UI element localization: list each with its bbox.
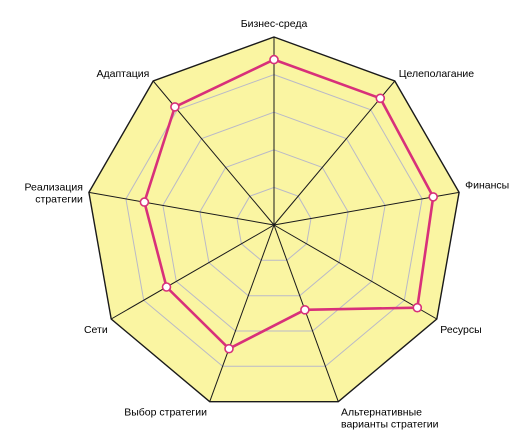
axis-spoke	[88, 191, 275, 226]
grid-ring	[125, 74, 423, 367]
data-point	[412, 302, 423, 313]
axis-labels: Бизнес-среда Целеполагание Финансы Ресурсы А…	[24, 18, 509, 431]
axis-label-line: стратегии	[35, 193, 83, 205]
axis-label-line: Ресурсы	[440, 324, 481, 336]
axis-label: Альтернативные варианты стратегии	[341, 407, 439, 431]
data-point	[161, 282, 172, 292]
axis-label-line: Целеполагание	[399, 68, 475, 80]
axis-label-line: варианты стратегии	[341, 419, 439, 431]
grid-ring	[162, 111, 386, 332]
axis-label: Ресурсы	[440, 324, 481, 336]
data-point	[428, 192, 439, 202]
axis-label: Реализация стратегии	[24, 181, 83, 205]
axis-label: Финансы	[465, 179, 509, 191]
data-point	[269, 54, 279, 65]
axis-label-line: Бизнес-среда	[241, 18, 308, 30]
series-line	[143, 58, 435, 351]
data-point	[300, 304, 310, 315]
data-point	[139, 197, 150, 207]
axis-label-line: Сети	[84, 324, 108, 336]
axis-spoke	[273, 191, 460, 226]
data-point	[375, 93, 386, 104]
axis-label: Сети	[84, 324, 108, 336]
axis-label: Адаптация	[97, 68, 150, 80]
axis-spoke	[110, 224, 275, 320]
data-point	[170, 102, 180, 112]
axis-label-line: Реализация	[24, 181, 82, 193]
axis-label: Выбор стратегии	[124, 407, 207, 419]
axis-label-line: Альтернативные	[341, 407, 422, 419]
grid-ring	[236, 186, 312, 261]
axis-label: Бизнес-среда	[241, 18, 308, 30]
radar-grid	[125, 74, 423, 367]
axis-label: Целеполагание	[399, 68, 475, 80]
axis-label-line: Адаптация	[97, 68, 150, 80]
grid-ring	[199, 149, 349, 297]
axis-spoke	[209, 224, 275, 402]
axis-spoke	[273, 224, 438, 320]
radar-series	[139, 54, 439, 354]
axis-spoke	[273, 80, 396, 226]
axis-label-line: Выбор стратегии	[124, 407, 207, 419]
data-point	[224, 343, 234, 354]
axis-label-line: Финансы	[465, 179, 509, 191]
